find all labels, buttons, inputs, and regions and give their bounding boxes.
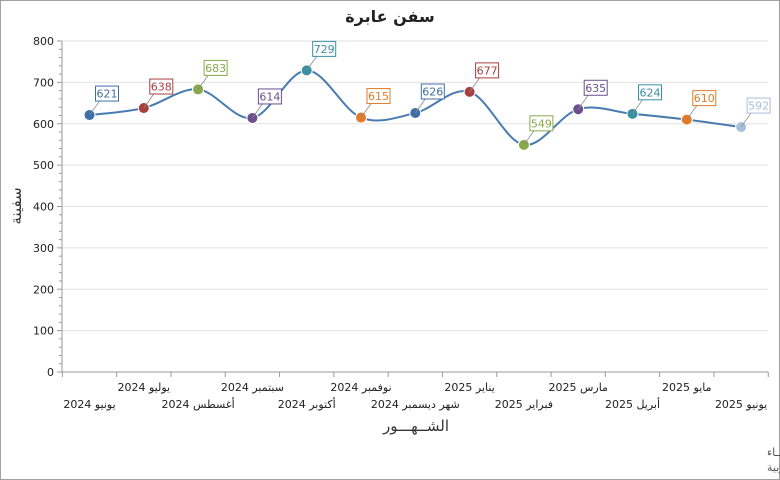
label-leader (414, 98, 426, 114)
data-label-box (529, 115, 554, 132)
data-label-box (638, 84, 662, 101)
data-label-box (583, 79, 608, 96)
label-leader (740, 112, 752, 128)
label-leader (360, 103, 372, 118)
data-label: 549 (531, 117, 552, 130)
x-tick-label: سبتمبر 2024 (221, 381, 284, 394)
data-label-box (692, 90, 717, 107)
data-label: 610 (694, 92, 715, 105)
data-label-box (257, 88, 282, 105)
footer-copyright: حقوق الملكية للجهـــاز المركزي للتعبئة ا… (767, 445, 780, 459)
x-tick-label: مارس 2025 (548, 381, 608, 394)
x-tick-label: مايو 2025 (662, 381, 712, 394)
data-label-box (95, 85, 119, 102)
x-tick-label: فبراير 2025 (495, 398, 553, 411)
y-tick-label: 600 (33, 118, 54, 131)
y-tick-label: 300 (33, 242, 54, 255)
x-axis-title: الشــهـــور (382, 417, 449, 435)
footer-source: المصدر الأســاسي للأحصاءات الرسمية لجمهو… (767, 460, 780, 474)
data-label-box (746, 97, 771, 114)
data-label-box (149, 78, 174, 95)
data-label: 729 (314, 43, 335, 56)
label-leader (686, 105, 698, 120)
y-tick-label: 800 (33, 35, 54, 48)
data-label: 638 (151, 81, 172, 94)
y-tick-label: 100 (33, 325, 54, 338)
label-leader (252, 103, 263, 119)
y-axis-title: سفينة (7, 187, 25, 224)
x-tick-label: أكتوبر 2024 (278, 397, 336, 411)
label-leader (523, 130, 535, 146)
x-tick-label: يناير 2025 (444, 381, 494, 394)
data-label-box (420, 83, 445, 100)
data-label-box (366, 88, 391, 105)
y-tick-label: 0 (47, 366, 54, 379)
data-label: 635 (585, 82, 606, 95)
y-tick-labels: 0 100 200 300 400 500 600 700 800 (33, 35, 54, 379)
y-tick-label: 200 (33, 283, 54, 296)
chart-title: سفن عابرة (345, 7, 435, 26)
y-tick-label: 400 (33, 201, 54, 214)
data-points (83, 64, 748, 151)
data-label: 592 (748, 100, 769, 113)
label-leader (197, 75, 209, 90)
data-label: 621 (97, 88, 118, 101)
label-leader (89, 100, 100, 116)
y-tick-label: 500 (33, 159, 54, 172)
y-tick-label: 700 (33, 76, 54, 89)
data-label-box (312, 40, 337, 57)
x-tick-label: يوليو 2024 (117, 381, 170, 394)
data-label: 626 (422, 85, 443, 98)
gridlines (62, 40, 768, 332)
label-leader (577, 95, 589, 110)
data-label-box (203, 59, 228, 76)
data-label: 615 (368, 90, 389, 103)
data-label: 677 (477, 64, 498, 77)
data-label: 624 (640, 86, 661, 99)
x-tick-label: شهر ديسمبر 2024 (371, 398, 460, 411)
label-leader (306, 56, 318, 71)
label-leader (143, 93, 155, 109)
label-leader (632, 99, 643, 115)
x-tick-label: يونيو 2025 (715, 398, 767, 411)
x-tick-label: نوفمبر 2024 (330, 381, 391, 394)
data-label-box (475, 62, 500, 79)
data-labels: 621 638 683 614 729 615 626 677 549 635 624 610 592 (89, 40, 771, 146)
label-leader (469, 77, 480, 93)
x-tick-label: يونيو 2024 (63, 398, 115, 411)
data-label: 683 (205, 62, 226, 75)
x-tick-label: أغسطس 2024 (162, 397, 235, 411)
data-label: 614 (259, 90, 280, 103)
axes (57, 40, 769, 377)
x-tick-label: أبريل 2025 (605, 397, 660, 411)
